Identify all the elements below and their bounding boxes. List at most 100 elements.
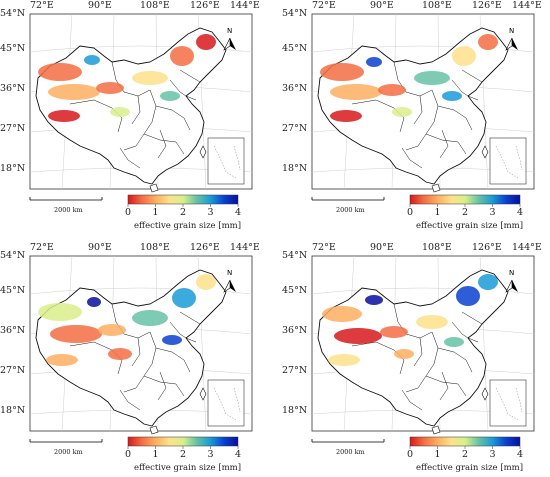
longitude-label: 72°E [312, 242, 336, 253]
grain-size-patch [416, 315, 448, 329]
grain-size-patch [170, 46, 194, 66]
colorbar-title: effective grain size [mm] [416, 463, 524, 473]
grain-size-patch [444, 337, 464, 347]
latitude-label: 27°N [282, 365, 308, 376]
map-panel-top-left: 72°E 90°E 108°E 126°E 144°E 54°N 45°N 36°N 27°N 1… [0, 0, 270, 235]
colorbar-tick-label: 1 [152, 449, 159, 460]
latitude-label: 18°N [0, 163, 26, 174]
scale-bar-label: 2000 km [54, 448, 83, 456]
longitude-label: 90°E [88, 242, 112, 253]
latitude-label: 45°N [282, 43, 308, 54]
colorbar-tick-label: 0 [407, 207, 414, 218]
colorbar [409, 194, 521, 205]
north-arrow-label: N [227, 27, 233, 35]
grain-size-patch [478, 34, 498, 50]
scale-bar-label: 2000 km [336, 448, 365, 456]
grain-size-patch [196, 274, 216, 290]
latitude-label: 54°N [282, 250, 308, 261]
south-china-sea-inset [207, 137, 245, 185]
colorbar-tick-label: 4 [517, 207, 524, 218]
colorbar-tick-label: 0 [407, 449, 414, 460]
grain-size-patch [452, 46, 476, 66]
latitude-label: 45°N [0, 285, 26, 296]
grain-size-patch [87, 297, 101, 307]
colorbar-tick-label: 3 [207, 207, 214, 218]
latitude-label: 27°N [0, 123, 26, 134]
latitude-label: 36°N [282, 83, 308, 94]
scale-bar [29, 439, 103, 443]
latitude-label: 18°N [0, 405, 26, 416]
colorbar-title: effective grain size [mm] [416, 221, 524, 231]
taiwan-island [481, 145, 489, 159]
colorbar-tick-label: 3 [489, 449, 496, 460]
south-china-sea-inset [489, 137, 527, 185]
north-arrow-icon [223, 279, 236, 293]
grain-size-patch [96, 82, 124, 94]
map-panel-bottom-right: 72°E 90°E 108°E 126°E 144°E 54°N 45°N 36°N 27°N 1… [282, 242, 550, 477]
longitude-label: 126°E [190, 242, 220, 253]
grain-size-patch [320, 63, 364, 81]
north-arrow-label: N [509, 269, 515, 277]
grain-size-patch [330, 84, 382, 100]
colorbar-tick-label: 0 [125, 207, 132, 218]
longitude-label: 108°E [140, 242, 170, 253]
grain-size-patch [322, 306, 362, 322]
north-arrow-icon [505, 37, 518, 51]
grain-size-patch [334, 328, 382, 344]
colorbar-tick-label: 2 [180, 449, 187, 460]
latitude-label: 36°N [0, 325, 26, 336]
grain-size-patch [160, 91, 180, 101]
colorbar-title: effective grain size [mm] [134, 221, 242, 231]
grain-size-patch [478, 274, 498, 290]
latitude-label: 18°N [282, 163, 308, 174]
grain-size-patch [394, 349, 414, 359]
grain-size-patch [442, 91, 462, 101]
north-arrow-icon [223, 37, 236, 51]
grain-size-patch [110, 107, 130, 117]
province-boundaries [69, 303, 201, 411]
province-boundaries [351, 303, 483, 411]
map-panel-bottom-left: 72°E 90°E 108°E 126°E 144°E 54°N 45°N 36°N 27°N 1… [0, 242, 270, 477]
colorbar-tick-label: 1 [434, 449, 441, 460]
china-outline [317, 269, 509, 427]
longitude-label: 90°E [88, 0, 112, 11]
latitude-label: 18°N [282, 405, 308, 416]
longitude-label: 144°E [230, 0, 260, 11]
grain-size-patch [380, 326, 408, 338]
longitude-label: 126°E [472, 242, 502, 253]
colorbar-tick-label: 3 [489, 207, 496, 218]
map-canvas [29, 255, 253, 449]
north-arrow-label: N [509, 27, 515, 35]
longitude-label: 144°E [230, 242, 260, 253]
hainan-island [149, 425, 159, 435]
latitude-label: 54°N [282, 8, 308, 19]
north-arrow-icon [505, 279, 518, 293]
grain-size-patch [38, 63, 82, 81]
latitude-label: 54°N [0, 8, 26, 19]
grain-size-patch [108, 348, 132, 360]
colorbar-tick-label: 4 [235, 207, 242, 218]
grain-size-patch [392, 107, 412, 117]
colorbar-tick-label: 2 [462, 207, 469, 218]
grain-size-patch [172, 288, 196, 308]
longitude-label: 126°E [190, 0, 220, 11]
china-outline [35, 27, 227, 185]
grain-size-patch [98, 324, 126, 336]
longitude-label: 108°E [422, 242, 452, 253]
scale-bar [311, 439, 385, 443]
longitude-label: 108°E [140, 0, 170, 11]
colorbar-tick-label: 3 [207, 449, 214, 460]
colorbar [409, 436, 521, 447]
colorbar-tick-label: 4 [517, 449, 524, 460]
hainan-island [431, 425, 441, 435]
latitude-label: 45°N [0, 43, 26, 54]
map-canvas [311, 13, 535, 207]
longitude-label: 72°E [30, 0, 54, 11]
grain-size-patch [132, 310, 168, 326]
grain-size-patch [328, 354, 360, 366]
china-outline [317, 27, 509, 185]
colorbar-tick-label: 0 [125, 449, 132, 460]
scale-bar [311, 197, 385, 201]
longitude-label: 144°E [512, 0, 542, 11]
